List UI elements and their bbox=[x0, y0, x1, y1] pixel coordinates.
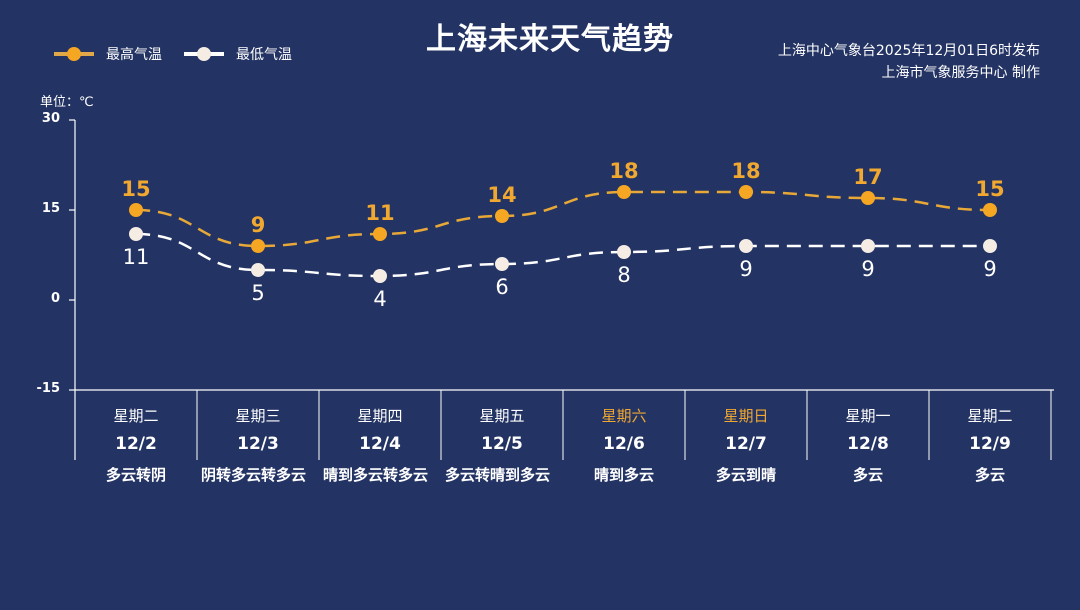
low-temp-point bbox=[373, 269, 387, 283]
low-temp-label: 8 bbox=[617, 263, 630, 287]
day-date: 12/4 bbox=[359, 434, 401, 454]
low-temp-label: 9 bbox=[861, 257, 874, 281]
legend-item-low: 最低气温 bbox=[184, 44, 292, 64]
low-temp-point bbox=[739, 239, 753, 253]
low-temp-label: 11 bbox=[123, 245, 150, 269]
high-temp-point bbox=[617, 185, 631, 199]
day-column: 星期二 12/2 多云转阴 bbox=[75, 390, 197, 486]
low-temp-label: 6 bbox=[495, 275, 508, 299]
high-temp-point bbox=[373, 227, 387, 241]
low-temp-point bbox=[861, 239, 875, 253]
day-column: 星期六 12/6 晴到多云 bbox=[563, 390, 685, 486]
day-weather: 晴到多云 bbox=[593, 466, 654, 484]
high-temp-label: 18 bbox=[731, 159, 760, 183]
day-weather: 多云转晴到多云 bbox=[445, 466, 551, 484]
source-info: 上海中心气象台2025年12月01日6时发布 上海市气象服务中心 制作 bbox=[778, 40, 1040, 84]
legend-low-marker-icon bbox=[184, 47, 224, 61]
y-axis-unit: 单位：℃ bbox=[40, 95, 94, 110]
day-of-week: 星期六 bbox=[601, 407, 647, 425]
high-temp-point bbox=[129, 203, 143, 217]
legend-high-marker-icon bbox=[54, 47, 94, 61]
day-date: 12/7 bbox=[725, 434, 767, 454]
source-producer-line: 上海市气象服务中心 制作 bbox=[881, 65, 1040, 81]
day-date: 12/9 bbox=[969, 434, 1011, 454]
low-temp-point bbox=[617, 245, 631, 259]
day-weather: 多云到晴 bbox=[715, 466, 776, 484]
day-date: 12/3 bbox=[237, 434, 279, 454]
y-tick-label: 0 bbox=[50, 291, 60, 306]
low-temp-label: 9 bbox=[983, 257, 996, 281]
day-column: 星期四 12/4 晴到多云转多云 bbox=[319, 390, 441, 486]
y-tick-label: 30 bbox=[41, 111, 60, 126]
high-temp-label: 14 bbox=[487, 183, 516, 207]
chart-title: 上海未来天气趋势 bbox=[426, 22, 674, 57]
day-weather: 晴到多云转多云 bbox=[323, 466, 429, 484]
day-column: 星期五 12/5 多云转晴到多云 bbox=[441, 390, 563, 486]
high-temp-label: 15 bbox=[975, 177, 1004, 201]
day-of-week: 星期二 bbox=[113, 407, 159, 425]
day-weather: 多云 bbox=[852, 466, 883, 484]
low-temp-label: 5 bbox=[251, 281, 264, 305]
high-temp-point bbox=[495, 209, 509, 223]
high-temp-line bbox=[135, 190, 991, 248]
day-of-week: 星期一 bbox=[845, 407, 891, 425]
day-labels: 星期二 12/2 多云转阴 星期三 12/3 阴转多云转多云 星期四 12/4 晴到多云转多云星… bbox=[75, 390, 1052, 520]
day-date: 12/8 bbox=[847, 434, 889, 454]
high-temp-point bbox=[983, 203, 997, 217]
day-column: 星期日 12/7 多云到晴 bbox=[685, 390, 807, 486]
high-temp-point bbox=[251, 239, 265, 253]
low-temp-point bbox=[251, 263, 265, 277]
low-temp-point bbox=[495, 257, 509, 271]
legend: 最高气温 最低气温 bbox=[54, 44, 314, 64]
legend-label-low: 最低气温 bbox=[236, 47, 292, 63]
low-temp-label: 4 bbox=[373, 287, 386, 311]
low-temp-point bbox=[129, 227, 143, 241]
day-weather: 多云转阴 bbox=[105, 466, 166, 484]
day-weather: 阴转多云转多云 bbox=[201, 466, 307, 484]
day-column: 星期一 12/8 多云 bbox=[807, 390, 929, 486]
day-weather: 多云 bbox=[974, 466, 1005, 484]
low-temp-line bbox=[135, 232, 990, 278]
low-temp-label: 9 bbox=[739, 257, 752, 281]
legend-item-high: 最高气温 bbox=[54, 44, 162, 64]
day-of-week: 星期三 bbox=[235, 407, 281, 425]
day-date: 12/6 bbox=[603, 434, 645, 454]
high-temp-label: 15 bbox=[121, 177, 150, 201]
low-temp-point bbox=[983, 239, 997, 253]
day-of-week: 星期五 bbox=[479, 407, 525, 425]
day-column: 星期三 12/3 阴转多云转多云 bbox=[197, 390, 319, 486]
day-date: 12/5 bbox=[481, 434, 523, 454]
y-tick-label: 15 bbox=[41, 201, 60, 216]
legend-label-high: 最高气温 bbox=[106, 47, 162, 63]
high-temp-label: 9 bbox=[251, 213, 266, 237]
day-of-week: 星期四 bbox=[357, 407, 403, 425]
source-issue-line: 上海中心气象台2025年12月01日6时发布 bbox=[777, 43, 1040, 59]
high-temp-label: 17 bbox=[853, 165, 882, 189]
day-of-week: 星期日 bbox=[723, 407, 769, 425]
high-temp-label: 11 bbox=[365, 201, 394, 225]
day-column: 星期二 12/9 多云 bbox=[929, 390, 1051, 486]
day-of-week: 星期二 bbox=[967, 407, 1013, 425]
day-date: 12/2 bbox=[115, 434, 157, 454]
high-temp-point bbox=[861, 191, 875, 205]
high-temp-point bbox=[739, 185, 753, 199]
y-tick-label: -15 bbox=[36, 381, 61, 396]
high-temp-label: 18 bbox=[609, 159, 638, 183]
